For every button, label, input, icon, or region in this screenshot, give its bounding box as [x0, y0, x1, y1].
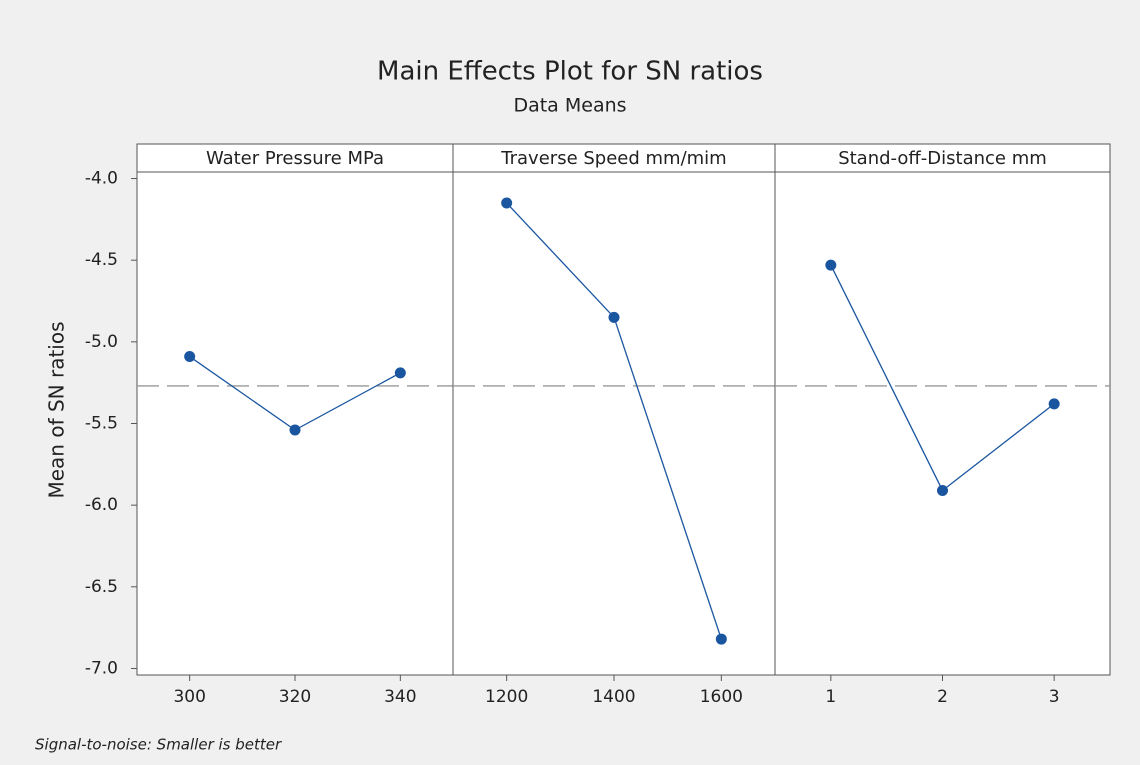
y-tick-label: -4.0 — [85, 169, 118, 189]
y-tick-label: -6.0 — [85, 495, 118, 515]
x-tick-label: 340 — [384, 687, 416, 707]
chart-subtitle: Data Means — [513, 95, 626, 117]
x-tick-label: 300 — [173, 687, 205, 707]
panel-title: Water Pressure MPa — [206, 148, 384, 169]
data-point — [825, 259, 837, 271]
panel-title: Stand-off-Distance mm — [838, 148, 1047, 169]
footnote: Signal-to-noise: Smaller is better — [35, 736, 282, 754]
data-point — [289, 424, 301, 436]
plot-area — [136, 143, 1111, 676]
data-point — [715, 633, 727, 645]
x-tick-label: 1200 — [485, 687, 528, 707]
data-point — [937, 484, 948, 496]
x-tick-label: 1600 — [700, 687, 743, 707]
data-point — [184, 351, 196, 363]
y-tick-label: -5.5 — [85, 414, 118, 434]
y-axis-label: Mean of SN ratios — [45, 321, 69, 498]
x-tick-label: 320 — [279, 687, 311, 707]
data-point — [394, 367, 406, 379]
y-tick-label: -6.5 — [85, 577, 118, 597]
x-tick-label: 3 — [1049, 687, 1060, 707]
y-tick-label: -4.5 — [85, 250, 118, 270]
y-tick-label: -7.0 — [85, 658, 118, 678]
x-tick-label: 1400 — [592, 687, 635, 707]
x-tick-label: 1 — [825, 687, 836, 707]
chart-title: Main Effects Plot for SN ratios — [377, 57, 763, 87]
x-tick-label: 2 — [937, 687, 948, 707]
panel-title: Traverse Speed mm/mim — [500, 148, 726, 169]
data-point — [1048, 398, 1060, 410]
data-point — [501, 197, 513, 209]
y-tick-label: -5.0 — [85, 332, 118, 352]
data-point — [608, 311, 620, 323]
